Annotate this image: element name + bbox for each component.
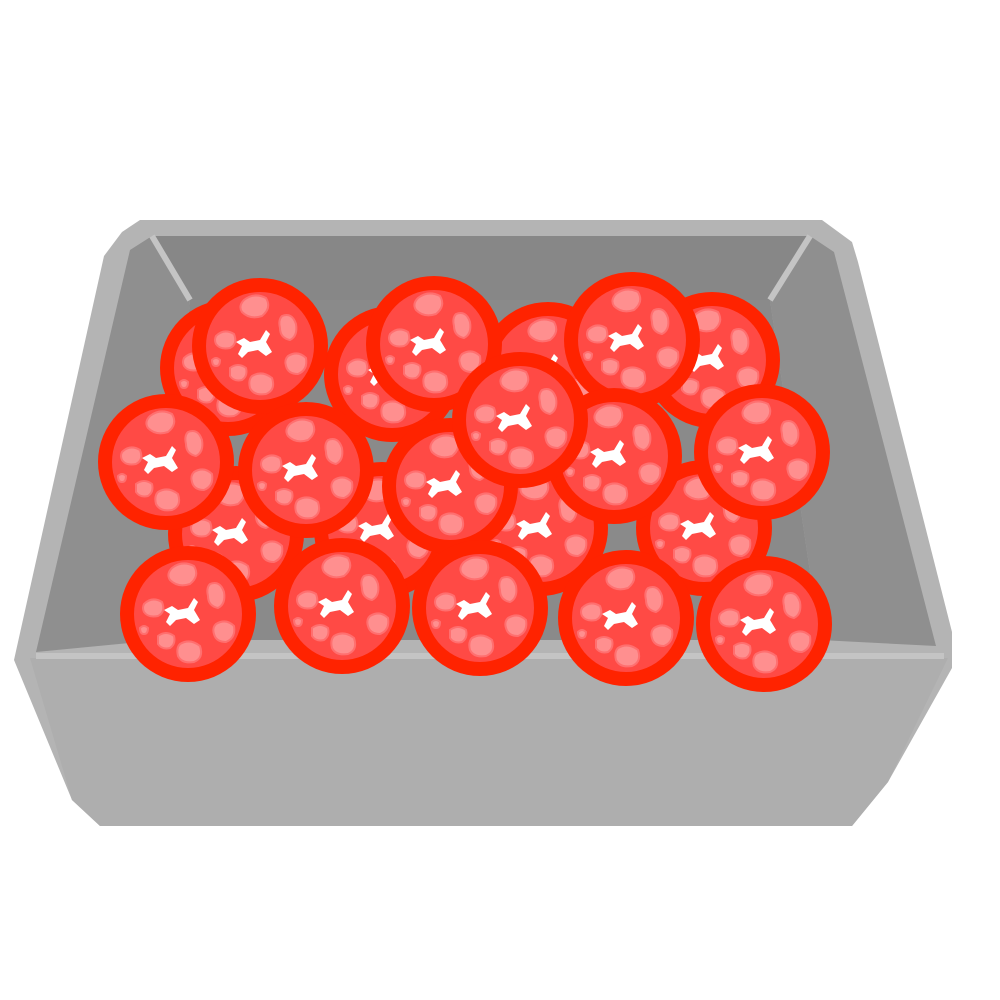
tomato-slices bbox=[97, 271, 833, 693]
tomato-slice bbox=[191, 277, 329, 415]
tray-front bbox=[30, 658, 948, 826]
tomato-slice bbox=[119, 545, 257, 683]
tomato-slice bbox=[97, 393, 235, 531]
tomato-slice bbox=[273, 537, 411, 675]
tomato-slice bbox=[451, 351, 589, 489]
tomato-slice bbox=[695, 555, 833, 693]
tray-interior-right bbox=[770, 236, 936, 646]
tomato-slice bbox=[563, 271, 701, 409]
tomato-slice bbox=[693, 383, 831, 521]
tomato-slice bbox=[411, 539, 549, 677]
tomato-slice bbox=[557, 549, 695, 687]
tomato-slice bbox=[237, 401, 375, 539]
